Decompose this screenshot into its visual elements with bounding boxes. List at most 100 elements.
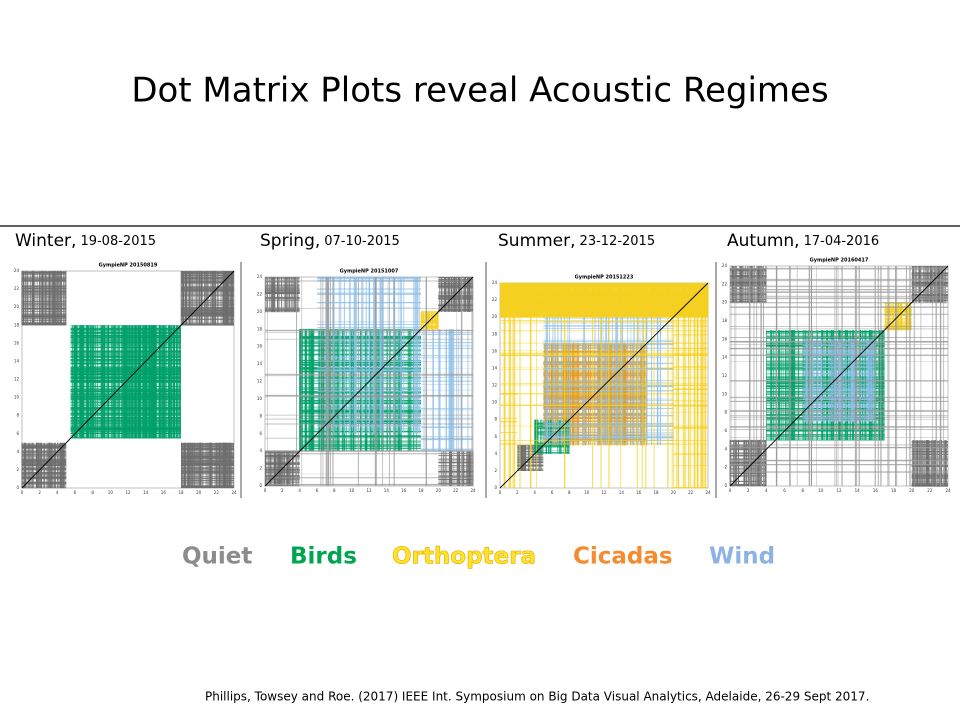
y-tick-label: 20 xyxy=(257,309,263,314)
x-tick-label: 20 xyxy=(196,490,202,495)
x-tick-label: 2 xyxy=(747,488,750,493)
date: 07-10-2015 xyxy=(324,234,400,249)
y-tick-label: 2 xyxy=(16,467,19,472)
x-tick-label: 20 xyxy=(671,490,677,495)
x-tick-label: 24 xyxy=(705,490,711,495)
x-tick-label: 10 xyxy=(108,490,114,495)
legend-item: Quiet xyxy=(182,544,252,570)
x-tick-label: 4 xyxy=(533,490,536,495)
y-tick-label: 8 xyxy=(494,417,497,422)
y-tick-label: 22 xyxy=(257,291,263,296)
y-tick-label: 16 xyxy=(257,344,263,349)
y-tick-label: 0 xyxy=(16,485,19,490)
y-tick-label: 12 xyxy=(492,383,498,388)
x-tick-label: 0 xyxy=(499,490,502,495)
y-tick-label: 18 xyxy=(722,318,728,323)
x-tick-label: 18 xyxy=(418,488,424,493)
x-tick-label: 18 xyxy=(653,490,659,495)
x-tick-label: 8 xyxy=(801,488,804,493)
y-tick-label: 0 xyxy=(259,483,262,488)
y-tick-label: 2 xyxy=(259,466,262,471)
legend-item: Wind xyxy=(709,544,775,570)
x-tick-label: 10 xyxy=(349,488,355,493)
y-tick-label: 20 xyxy=(492,314,498,319)
x-tick-label: 24 xyxy=(231,490,237,495)
y-tick-label: 16 xyxy=(14,340,20,345)
panel-label: Winter, 19-08-2015 xyxy=(15,231,156,251)
date: 19-08-2015 xyxy=(80,234,156,249)
x-tick-label: 18 xyxy=(178,490,184,495)
x-tick-label: 4 xyxy=(765,488,768,493)
legend-item: Orthoptera xyxy=(392,544,536,570)
y-tick-label: 8 xyxy=(259,413,262,418)
x-tick-label: 16 xyxy=(873,488,879,493)
x-tick-label: 12 xyxy=(125,490,131,495)
y-tick-label: 4 xyxy=(259,448,262,453)
x-tick-label: 20 xyxy=(436,488,442,493)
x-tick-label: 6 xyxy=(74,490,77,495)
x-tick-label: 6 xyxy=(783,488,786,493)
date: 17-04-2016 xyxy=(804,234,880,249)
y-tick-label: 6 xyxy=(16,431,19,436)
x-tick-label: 14 xyxy=(619,490,625,495)
x-tick-label: 24 xyxy=(470,488,476,493)
y-tick-label: 0 xyxy=(494,485,497,490)
y-tick-label: 10 xyxy=(492,400,498,405)
y-tick-label: 18 xyxy=(257,326,263,331)
y-tick-label: 18 xyxy=(492,331,498,336)
diagonal xyxy=(729,265,949,487)
y-tick-label: 16 xyxy=(492,348,498,353)
y-tick-label: 22 xyxy=(14,286,20,291)
y-tick-label: 18 xyxy=(14,322,20,327)
x-tick-label: 16 xyxy=(636,490,642,495)
y-tick-label: 2 xyxy=(494,468,497,473)
x-tick-label: 16 xyxy=(161,490,167,495)
citation: Phillips, Towsey and Roe. (2017) IEEE In… xyxy=(205,690,869,704)
y-tick-label: 12 xyxy=(722,373,728,378)
y-tick-label: 16 xyxy=(722,336,728,341)
legend-item: Cicadas xyxy=(573,544,673,570)
x-tick-label: 24 xyxy=(945,488,951,493)
y-tick-label: 8 xyxy=(16,413,19,418)
date: 23-12-2015 xyxy=(580,234,656,249)
y-tick-label: 6 xyxy=(724,428,727,433)
plot-title: GympieNP 20151007 xyxy=(340,269,399,275)
season: Summer, xyxy=(498,231,576,251)
y-tick-label: 24 xyxy=(722,263,728,268)
x-tick-label: 16 xyxy=(401,488,407,493)
y-tick-label: 8 xyxy=(724,410,727,415)
x-tick-label: 2 xyxy=(281,488,284,493)
y-tick-label: 0 xyxy=(724,483,727,488)
diagonal xyxy=(499,282,709,489)
y-tick-label: 10 xyxy=(722,391,728,396)
season: Spring, xyxy=(260,231,320,251)
panel-label: Summer, 23-12-2015 xyxy=(498,231,655,251)
x-tick-label: 6 xyxy=(316,488,319,493)
plot-title: GympieNP 20150819 xyxy=(99,263,158,269)
x-tick-label: 8 xyxy=(333,488,336,493)
slide-title: Dot Matrix Plots reveal Acoustic Regimes xyxy=(131,71,828,111)
y-tick-label: 6 xyxy=(259,431,262,436)
y-tick-label: 14 xyxy=(492,365,498,370)
y-tick-label: 14 xyxy=(14,358,20,363)
y-tick-label: 10 xyxy=(257,396,263,401)
y-tick-label: 24 xyxy=(257,274,263,279)
panel-label: Spring, 07-10-2015 xyxy=(260,231,400,251)
x-tick-label: 12 xyxy=(601,490,607,495)
diagonal xyxy=(21,270,235,489)
x-tick-label: 22 xyxy=(453,488,459,493)
panel: Spring, 07-10-2015 GympieNP 20151007 00 2 24 4… xyxy=(257,231,476,493)
y-tick-label: 22 xyxy=(492,297,498,302)
x-tick-label: 0 xyxy=(729,488,732,493)
season: Autumn, xyxy=(727,231,800,251)
x-tick-label: 4 xyxy=(56,490,59,495)
x-tick-label: 10 xyxy=(818,488,824,493)
x-tick-label: 14 xyxy=(384,488,390,493)
x-tick-label: 0 xyxy=(264,488,267,493)
x-tick-label: 12 xyxy=(366,488,372,493)
